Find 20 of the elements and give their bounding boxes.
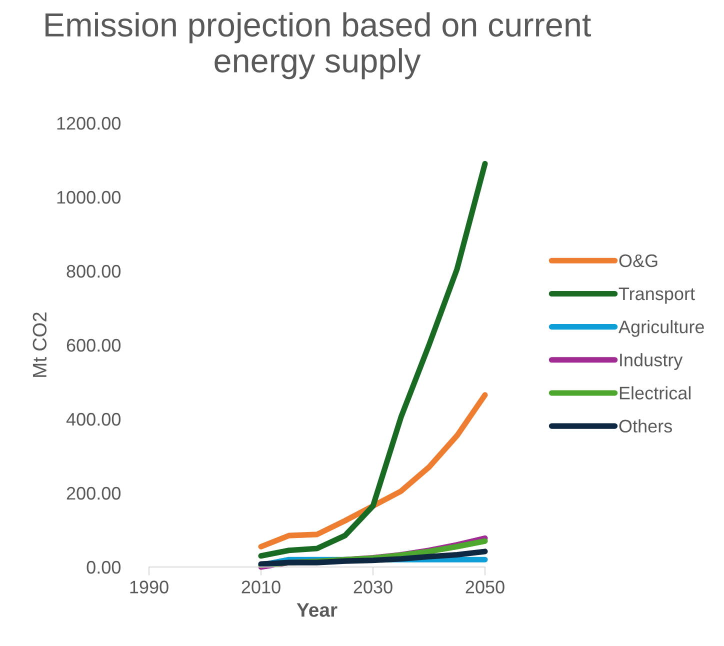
legend-label: Industry (620, 353, 683, 370)
x-tick-label: 2010 (242, 580, 280, 594)
y-tick-label: 600.00 (66, 338, 121, 352)
y-tick-label: 0.00 (86, 560, 121, 574)
legend-label: Electrical (620, 386, 690, 400)
x-axis-title: Year (296, 603, 338, 617)
legend-label: O&G (619, 254, 658, 268)
y-tick-label: 800.00 (66, 264, 121, 278)
chart-title: Emission projection based on current energy supply (46, 12, 591, 80)
y-axis-title: Mt CO2 (32, 312, 47, 377)
y-tick-label: 400.00 (66, 412, 121, 426)
y-tick-label: 1200.00 (57, 116, 121, 130)
y-tick-label: 1000.00 (57, 190, 121, 204)
x-tick-label: 2050 (466, 580, 504, 594)
legend-label: Agriculture (618, 320, 704, 337)
x-tick-label: 1990 (130, 580, 168, 594)
y-tick-label: 200.00 (66, 486, 121, 500)
legend-label: Transport (618, 288, 695, 304)
x-tick-label: 2030 (354, 580, 392, 594)
legend-label: Others (619, 419, 672, 433)
